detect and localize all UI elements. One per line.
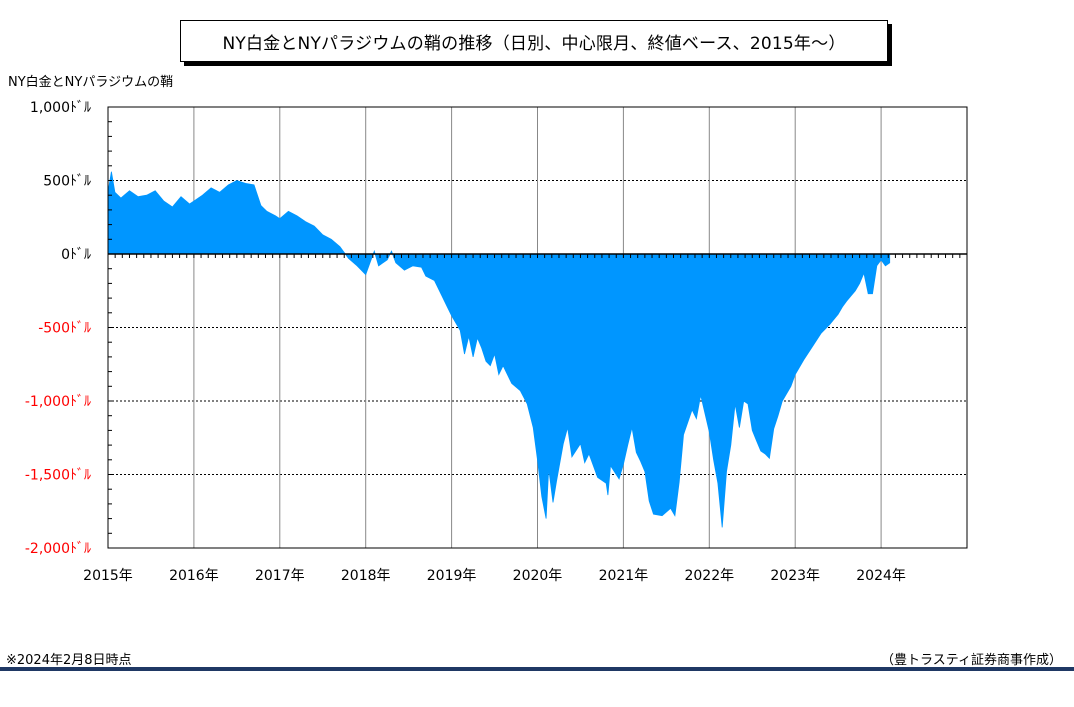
y-tick-label: -1,000ﾄﾞﾙ — [25, 394, 91, 410]
axes — [107, 106, 968, 549]
x-tick-label: 2016年 — [169, 568, 219, 584]
y-tick-label: -1,500ﾄﾞﾙ — [25, 468, 91, 484]
x-tick-label: 2017年 — [255, 568, 305, 584]
y-tick-labels: 1,000ﾄﾞﾙ 500ﾄﾞﾙ 0ﾄﾞﾙ -500ﾄﾞﾙ -1,000ﾄﾞﾙ -1,500… — [25, 100, 91, 557]
y-tick-label: 500ﾄﾞﾙ — [43, 174, 91, 190]
x-tick-label: 2020年 — [513, 568, 563, 584]
y-tick-label: 0ﾄﾞﾙ — [61, 247, 91, 263]
x-tick-label: 2015年 — [83, 568, 133, 584]
series-area-group — [107, 171, 891, 528]
footnote-date: ※2024年2月8日時点 — [6, 653, 132, 668]
series-area — [107, 171, 891, 528]
credit-text: （豊トラスティ証券商事作成） — [881, 653, 1062, 668]
y-tick-label: -500ﾄﾞﾙ — [38, 321, 91, 337]
x-tick-label: 2022年 — [684, 568, 734, 584]
x-tick-label: 2021年 — [599, 568, 649, 584]
x-tick-label: 2024年 — [856, 568, 906, 584]
y-tick-label: 1,000ﾄﾞﾙ — [30, 100, 91, 116]
x-tick-label: 2019年 — [427, 568, 477, 584]
y-axis-title: NY白金とNYパラジウムの鞘 — [8, 75, 174, 90]
y-tick-label: -2,000ﾄﾞﾙ — [25, 541, 91, 557]
footer-rule — [0, 667, 1074, 671]
chart-title: NY白金とNYパラジウムの鞘の推移（日別、中心限月、終値ベース、2015年～） — [180, 20, 888, 62]
x-tick-label: 2018年 — [341, 568, 391, 584]
x-tick-label: 2023年 — [770, 568, 820, 584]
x-tick-labels: 2015年 2016年 2017年 2018年 2019年 2020年 2021年 2022年… — [83, 568, 906, 584]
